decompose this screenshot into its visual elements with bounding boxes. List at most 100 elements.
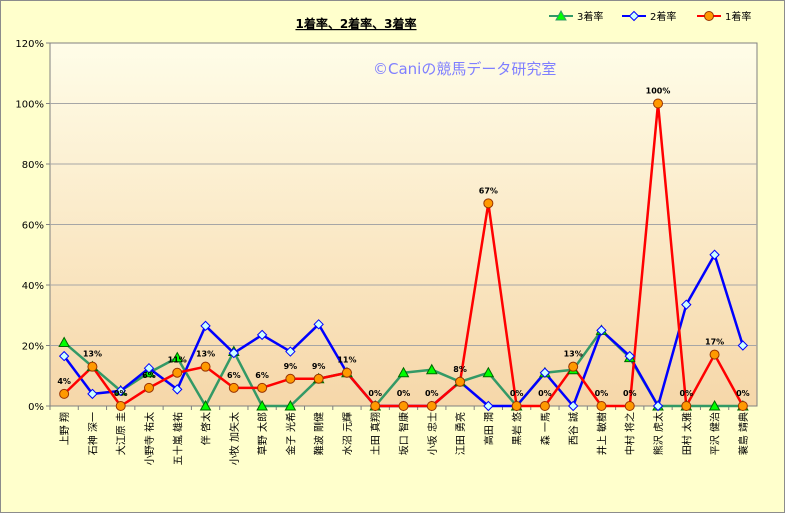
data-point bbox=[511, 401, 522, 411]
data-point bbox=[285, 373, 296, 384]
data-label: 100% bbox=[646, 87, 671, 96]
x-tick-label: 上野 翔 bbox=[58, 412, 71, 445]
data-point bbox=[568, 361, 579, 372]
data-label: 9% bbox=[284, 362, 298, 371]
x-tick-label: 伴 啓太 bbox=[200, 412, 213, 445]
data-point bbox=[115, 401, 126, 411]
data-point bbox=[58, 336, 70, 347]
x-tick-label: 小牧 加矢太 bbox=[228, 412, 241, 465]
data-point bbox=[455, 376, 466, 387]
y-tick-label: 80% bbox=[22, 160, 44, 171]
y-tick-label: 120% bbox=[15, 39, 44, 50]
x-tick-label: 土田 真翔 bbox=[369, 412, 382, 455]
data-point bbox=[172, 384, 183, 395]
data-point bbox=[737, 340, 749, 351]
data-label: 0% bbox=[595, 389, 609, 398]
data-point bbox=[653, 98, 664, 109]
data-label: 6% bbox=[142, 371, 156, 380]
data-point bbox=[539, 367, 551, 378]
data-point bbox=[143, 382, 154, 393]
data-point bbox=[143, 362, 155, 374]
x-tick-label: 高田 潤 bbox=[482, 412, 495, 445]
data-point bbox=[425, 363, 438, 375]
data-point bbox=[397, 366, 410, 378]
data-label: 0% bbox=[510, 389, 524, 398]
y-tick-label: 100% bbox=[15, 100, 44, 111]
data-label: 0% bbox=[680, 389, 694, 398]
data-point bbox=[709, 249, 720, 260]
x-tick-label: 蓑島 靖典 bbox=[737, 412, 750, 455]
data-label: 67% bbox=[479, 186, 498, 195]
data-label: 11% bbox=[337, 356, 356, 365]
data-point bbox=[171, 351, 184, 363]
data-point bbox=[257, 382, 268, 393]
x-tick-label: 黒岩 悠 bbox=[511, 412, 524, 445]
data-point bbox=[652, 400, 664, 412]
y-tick-label: 0% bbox=[28, 402, 44, 413]
data-label: 0% bbox=[368, 389, 382, 398]
data-point bbox=[313, 373, 324, 384]
data-point bbox=[628, 10, 640, 22]
data-label: 0% bbox=[736, 389, 750, 398]
data-point bbox=[200, 320, 211, 332]
data-point bbox=[482, 366, 495, 378]
x-tick-label: 石神 深一 bbox=[86, 412, 99, 455]
legend-label: 2着率 bbox=[650, 10, 676, 23]
data-point bbox=[539, 401, 550, 411]
data-label: 8% bbox=[453, 365, 467, 374]
data-point bbox=[199, 399, 212, 411]
chart-title: 1着率、2着率、3着率 bbox=[295, 16, 416, 31]
data-point bbox=[596, 401, 607, 411]
data-point bbox=[284, 399, 297, 411]
data-point bbox=[709, 349, 720, 360]
data-point bbox=[115, 385, 126, 397]
data-point bbox=[681, 299, 692, 310]
data-label: 0% bbox=[397, 389, 411, 398]
x-tick-label: 坂口 智康 bbox=[398, 412, 411, 455]
data-point bbox=[200, 361, 211, 372]
y-tick-label: 40% bbox=[22, 281, 44, 292]
data-label: 9% bbox=[312, 362, 326, 371]
data-point bbox=[737, 401, 748, 411]
data-point bbox=[596, 325, 607, 336]
y-tick-label: 60% bbox=[22, 221, 44, 232]
data-label: 0% bbox=[114, 389, 128, 398]
data-point bbox=[483, 198, 494, 209]
x-tick-label: 草野 太郎 bbox=[256, 412, 269, 455]
data-point bbox=[59, 388, 70, 399]
data-label: 6% bbox=[255, 371, 269, 380]
data-label: 11% bbox=[168, 356, 187, 365]
data-point bbox=[704, 11, 714, 21]
data-label: 0% bbox=[425, 389, 439, 398]
x-tick-label: 小野寺 祐太 bbox=[143, 412, 156, 465]
data-point bbox=[256, 399, 268, 411]
x-tick-label: 小坂 忠士 bbox=[426, 412, 439, 455]
data-point bbox=[256, 329, 268, 341]
x-tick-label: 金子 光希 bbox=[284, 412, 297, 455]
data-point bbox=[341, 367, 352, 378]
data-label: 13% bbox=[564, 350, 583, 359]
data-label: 0% bbox=[623, 389, 637, 398]
x-tick-label: 平沢 健治 bbox=[709, 412, 722, 455]
data-point bbox=[708, 399, 721, 411]
y-tick-label: 20% bbox=[22, 342, 44, 353]
watermark: ©Caniの競馬データ研究室 bbox=[373, 60, 556, 78]
data-point bbox=[58, 350, 70, 362]
data-label: 13% bbox=[83, 350, 102, 359]
data-label: 4% bbox=[57, 377, 71, 386]
data-point bbox=[567, 400, 579, 412]
data-point bbox=[87, 361, 98, 372]
data-point bbox=[285, 346, 296, 357]
x-tick-label: 水沼 元輝 bbox=[341, 412, 354, 455]
data-label: 13% bbox=[196, 350, 215, 359]
data-point bbox=[426, 401, 437, 411]
x-tick-label: 西谷 誠 bbox=[567, 412, 580, 445]
x-tick-label: 江田 勇亮 bbox=[454, 412, 467, 455]
data-point bbox=[624, 401, 635, 411]
data-point bbox=[398, 401, 409, 411]
legend-label: 3着率 bbox=[577, 10, 603, 23]
x-tick-label: 熊沢 虎太 bbox=[652, 412, 665, 455]
data-point bbox=[681, 401, 692, 411]
data-point bbox=[313, 319, 324, 330]
